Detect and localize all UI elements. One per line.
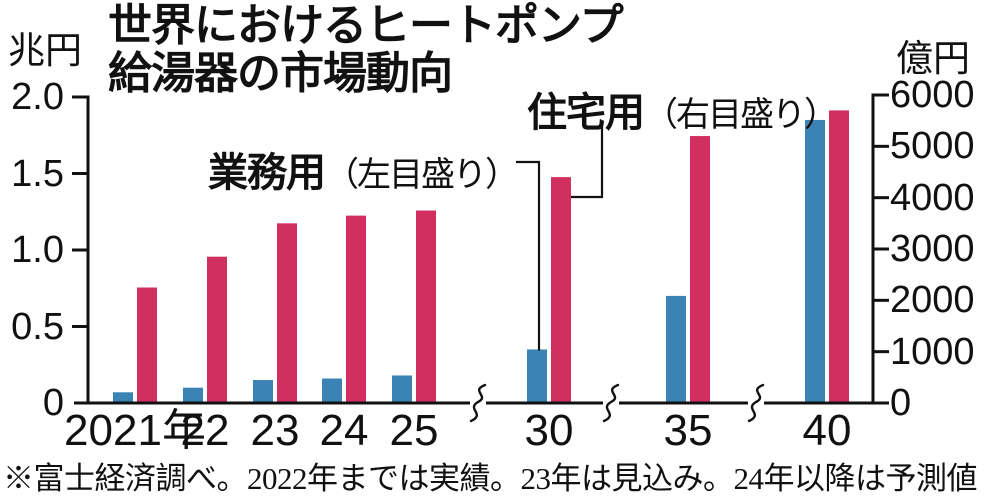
legend-commercial: 業務用 （左目盛り） (208, 140, 519, 198)
right-axis-tick-label-5000: 5000 (890, 125, 975, 168)
chart-title: 世界におけるヒートポンプ 給湯器の市場動向 (108, 1, 624, 98)
chart-title-line2: 給湯器の市場動向 (108, 49, 453, 98)
bar-residential-40 (829, 110, 849, 404)
left-axis-tick-label-1.0: 1.0 (11, 229, 64, 271)
x-axis-label-24: 24 (319, 406, 369, 455)
left-axis-unit-label: 兆円 (8, 30, 82, 71)
legend-residential-name: 住宅用 (527, 91, 645, 135)
bar-commercial-23 (253, 380, 273, 403)
axis-break-squiggle (602, 383, 620, 423)
legend-commercial-name: 業務用 (208, 151, 326, 195)
legend-commercial-scale-note: （左目盛り） (325, 156, 519, 194)
left-axis-tick-label-1.5: 1.5 (11, 152, 64, 195)
right-axis-tick-label-0: 0 (890, 382, 912, 424)
right-axis-tick-label-1000: 1000 (890, 330, 975, 373)
bar-residential-2021年 (137, 287, 157, 403)
x-axis-label-25: 25 (389, 406, 439, 455)
right-axis-unit-label: 億円 (896, 38, 970, 79)
x-axis-label-22: 22 (180, 406, 230, 455)
left-axis-tick-label-0: 0 (42, 382, 64, 424)
legend-residential-scale-note: （右目盛り） (644, 96, 838, 134)
bar-residential-22 (207, 256, 227, 403)
x-axis-label-35: 35 (663, 406, 713, 455)
right-axis-tick-label-4000: 4000 (890, 176, 975, 219)
left-axis-tick-label-0.5: 0.5 (11, 305, 64, 348)
axis-break-squiggle (469, 383, 487, 423)
x-axis-label-23: 23 (250, 406, 300, 455)
bar-commercial-25 (392, 375, 412, 403)
source-note: ※富士経済調べ。2022年までは実績。23年は見込み。24年以降は予測値 (3, 461, 978, 496)
bar-residential-25 (416, 210, 436, 403)
bar-commercial-2021年 (113, 392, 133, 403)
x-axis-label-40: 40 (802, 406, 852, 455)
right-axis-tick-label-6000: 6000 (890, 74, 975, 116)
bar-residential-35 (690, 136, 710, 404)
bar-residential-30 (551, 177, 571, 403)
x-axis-label-2021年: 2021年 (64, 406, 206, 455)
left-axis-tick-label-2.0: 2.0 (11, 76, 64, 118)
legend-residential: 住宅用 （右目盛り） (527, 80, 838, 138)
bar-commercial-40 (805, 119, 825, 403)
bar-commercial-24 (322, 378, 342, 403)
bar-commercial-35 (666, 295, 686, 403)
legend-commercial-leader-line (516, 160, 541, 351)
chart-title-line1: 世界におけるヒートポンプ (108, 1, 624, 50)
bar-residential-24 (346, 215, 366, 403)
bar-commercial-30 (527, 349, 547, 403)
x-axis-label-30: 30 (524, 406, 574, 455)
right-axis-tick-label-3000: 3000 (890, 228, 975, 270)
axis-break-squiggle (747, 383, 765, 423)
bar-commercial-22 (183, 387, 203, 403)
bar-residential-23 (277, 223, 297, 403)
right-axis-tick-label-2000: 2000 (890, 279, 975, 322)
legend-residential-leader-line (571, 126, 604, 199)
